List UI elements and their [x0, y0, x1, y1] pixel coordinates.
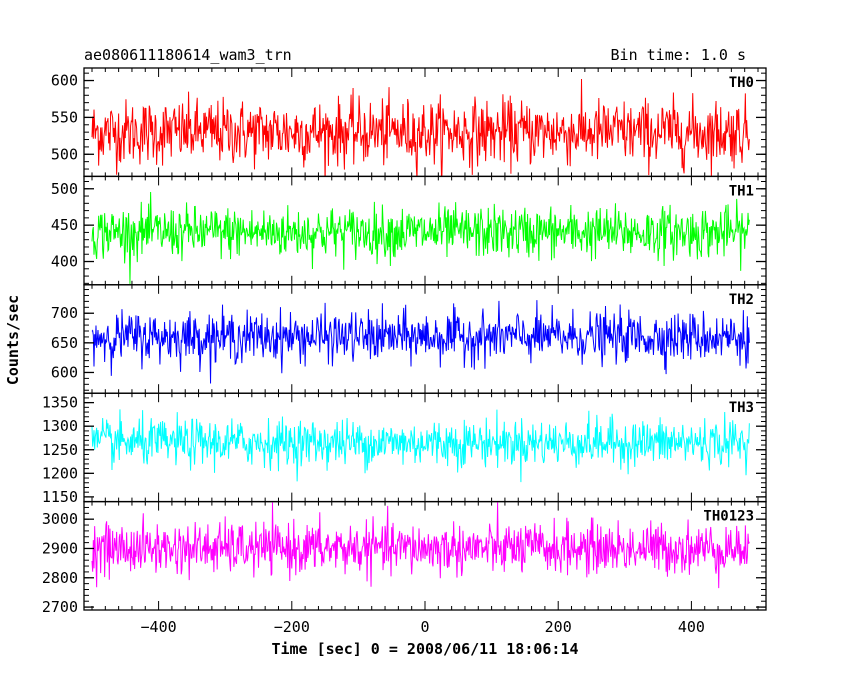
y-tick-label: 550 — [51, 108, 78, 126]
y-tick-label: 2700 — [42, 598, 78, 616]
y-axis-label: Counts/sec — [4, 295, 22, 385]
panels-group: 500 550 600 TH0 400 450 500 TH1 600 650 700 TH2 1150… — [42, 67, 767, 616]
x-tick-label: 400 — [678, 618, 705, 636]
panel-th1: 400 450 500 TH1 — [51, 175, 767, 286]
y-tick-label: 2800 — [42, 569, 78, 587]
y-tick-label: 500 — [51, 145, 78, 163]
y-tick-label: 2900 — [42, 539, 78, 557]
y-tick-label: 500 — [51, 180, 78, 198]
y-tick-label: 650 — [51, 334, 78, 352]
panel-label-th0123: TH0123 — [703, 509, 754, 525]
y-tick-label: 1150 — [42, 488, 78, 506]
x-tick-label: 0 — [420, 618, 429, 636]
y-tick-label: 1250 — [42, 441, 78, 459]
panel-label-th3: TH3 — [729, 400, 754, 416]
series-th0 — [91, 79, 750, 177]
panel-th2: 600 650 700 TH2 — [51, 284, 767, 394]
panel-th0: 500 550 600 TH0 — [51, 67, 767, 178]
y-tick-label: 1200 — [42, 464, 78, 482]
x-tick-label: 200 — [545, 618, 572, 636]
y-tick-label: 700 — [51, 304, 78, 322]
x-axis-label: Time [sec] 0 = 2008/06/11 18:06:14 — [271, 640, 578, 658]
series-th2 — [91, 300, 750, 384]
y-tick-label: 1350 — [42, 394, 78, 412]
panel-label-th0: TH0 — [729, 75, 754, 91]
y-tick-label: 400 — [51, 253, 78, 271]
series-th1 — [91, 191, 750, 284]
y-tick-label: 3000 — [42, 510, 78, 528]
series-th0123 — [91, 502, 750, 589]
panel-th0123: 2700 2800 2900 3000 TH0123 — [42, 500, 767, 616]
y-tick-label: 600 — [51, 72, 78, 90]
bin-time-label: Bin time: 1.0 s — [611, 46, 746, 64]
y-tick-label: 450 — [51, 216, 78, 234]
x-axis: −400 −200 0 200 400 — [141, 618, 705, 636]
y-tick-label: 1300 — [42, 417, 78, 435]
panel-label-th2: TH2 — [729, 292, 754, 308]
x-tick-label: −400 — [141, 618, 177, 636]
panel-label-th1: TH1 — [729, 183, 754, 199]
series-th3 — [91, 409, 750, 483]
x-tick-label: −200 — [274, 618, 310, 636]
y-tick-label: 600 — [51, 363, 78, 381]
chart-title: ae080611180614_wam3_trn — [84, 46, 292, 64]
panel-th3: 1150 1200 1250 1300 1350 TH3 — [42, 392, 767, 506]
